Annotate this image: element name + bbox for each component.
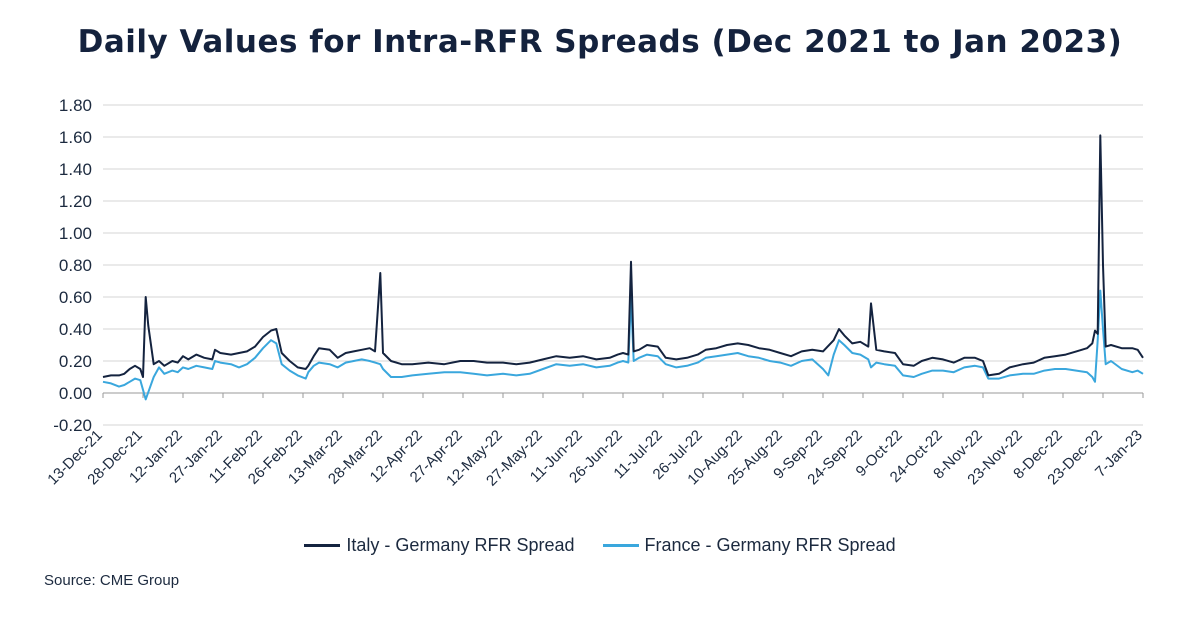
chart-legend: Italy - Germany RFR Spread France - Germ…	[0, 535, 1200, 556]
y-tick-label: 0.40	[59, 320, 92, 339]
y-tick-label: 0.20	[59, 352, 92, 371]
legend-swatch-italy	[304, 544, 341, 547]
chart-title: Daily Values for Intra-RFR Spreads (Dec …	[77, 24, 1123, 60]
legend-label-italy: Italy - Germany RFR Spread	[346, 535, 575, 555]
y-tick-label: 1.20	[59, 192, 92, 211]
series-lines	[102, 134, 1144, 401]
legend-item-italy: Italy - Germany RFR Spread	[304, 535, 575, 556]
series-line-france-germany	[102, 289, 1144, 401]
y-tick-label: 1.00	[59, 224, 92, 243]
source-note: Source: CME Group	[44, 572, 180, 589]
y-tick-label: 0.00	[59, 384, 92, 403]
legend-label-france: France - Germany RFR Spread	[644, 535, 896, 555]
y-tick-label: 1.40	[59, 160, 92, 179]
y-tick-label: 0.80	[59, 256, 92, 275]
legend-swatch-france	[602, 544, 639, 547]
y-tick-label: 1.60	[59, 128, 92, 147]
legend-item-france: France - Germany RFR Spread	[602, 535, 896, 556]
y-tick-label: 0.60	[59, 288, 92, 307]
series-line-italy-germany	[102, 134, 1144, 378]
x-axis-tick-labels: 13-Dec-2128-Dec-2112-Jan-2227-Jan-2211-F…	[44, 427, 1146, 490]
y-tick-label: 1.80	[59, 96, 92, 115]
y-axis-tick-labels: 1.80 1.60 1.40 1.20 1.00 0.80 0.60 0.40 0.20 0.00…	[53, 96, 92, 435]
y-tick-label: -0.20	[53, 416, 92, 435]
